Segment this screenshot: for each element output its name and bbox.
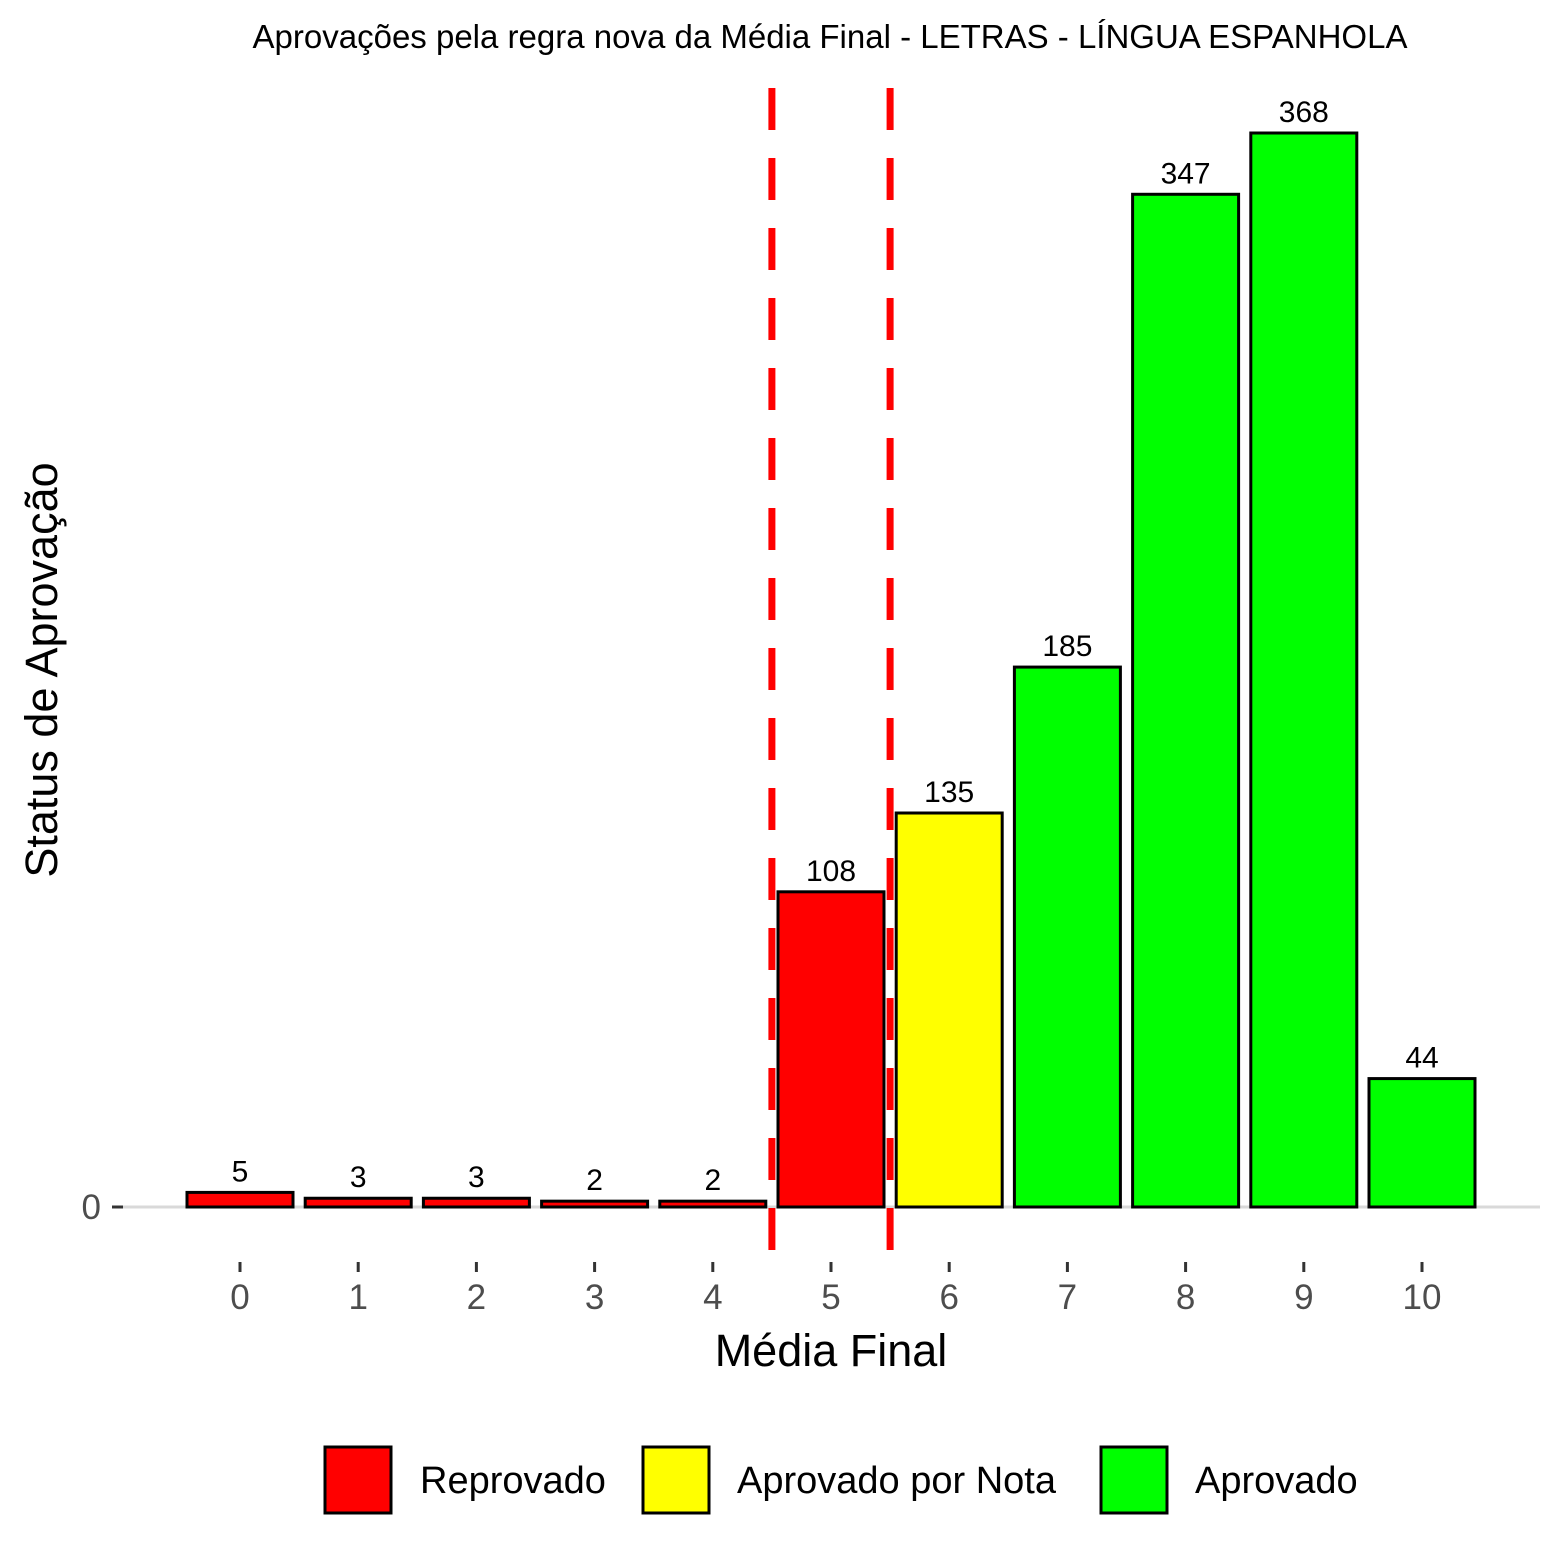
bar-6 <box>894 811 1004 1209</box>
bar-9 <box>1249 131 1359 1209</box>
bars-group <box>185 131 1477 1209</box>
data-label-9: 368 <box>1279 96 1329 129</box>
legend-swatch-aprovado-por-nota <box>641 1445 711 1515</box>
data-label-4: 2 <box>704 1164 721 1197</box>
legend-swatch-aprovado <box>1099 1445 1169 1515</box>
x-tick-label-7: 7 <box>1058 1278 1077 1317</box>
data-label-10: 44 <box>1405 1042 1438 1075</box>
x-tick-label-9: 9 <box>1294 1278 1313 1317</box>
bar-3 <box>540 1199 650 1209</box>
data-label-2: 3 <box>468 1161 485 1194</box>
x-tick-label-8: 8 <box>1176 1278 1195 1317</box>
x-tick-label-2: 2 <box>467 1278 486 1317</box>
legend: Reprovado Aprovado por Nota Aprovado <box>323 1445 1358 1515</box>
y-tick-label-0: 0 <box>82 1188 101 1227</box>
bar-7 <box>1012 665 1122 1209</box>
reference-lines <box>768 88 894 1262</box>
data-label-5: 108 <box>806 855 856 888</box>
x-tick-label-4: 4 <box>703 1278 722 1317</box>
bar-10 <box>1367 1077 1477 1209</box>
x-tick-label-10: 10 <box>1403 1278 1442 1317</box>
bar-0 <box>185 1190 295 1209</box>
y-axis-title: Status de Aprovação <box>16 462 67 877</box>
x-tick-label-1: 1 <box>348 1278 367 1317</box>
data-label-6: 135 <box>924 776 974 809</box>
legend-label-aprovado: Aprovado <box>1195 1460 1358 1502</box>
data-labels-group: 5 3 3 2 2 108 135 185 347 368 44 <box>232 96 1439 1197</box>
chart-title: Aprovações pela regra nova da Média Fina… <box>253 18 1408 55</box>
x-axis-title: Média Final <box>715 1325 948 1376</box>
bar-8 <box>1131 192 1241 1209</box>
x-tick-label-3: 3 <box>585 1278 604 1317</box>
bar-1 <box>303 1196 413 1209</box>
x-tick-label-0: 0 <box>230 1278 249 1317</box>
data-label-0: 5 <box>232 1155 249 1188</box>
bar-2 <box>421 1196 531 1209</box>
legend-swatch-reprovado <box>323 1445 393 1515</box>
legend-label-aprovado-por-nota: Aprovado por Nota <box>737 1460 1057 1502</box>
legend-label-reprovado: Reprovado <box>420 1460 606 1502</box>
data-label-1: 3 <box>350 1161 367 1194</box>
data-label-3: 2 <box>586 1164 603 1197</box>
data-label-8: 347 <box>1161 157 1211 190</box>
bar-5 <box>776 890 886 1209</box>
x-axis-ticks: 0 1 2 3 4 5 6 7 8 9 10 <box>230 1262 1441 1317</box>
x-tick-label-5: 5 <box>821 1278 840 1317</box>
data-label-7: 185 <box>1042 630 1092 663</box>
bar-4 <box>658 1199 768 1209</box>
x-tick-label-6: 6 <box>939 1278 958 1317</box>
